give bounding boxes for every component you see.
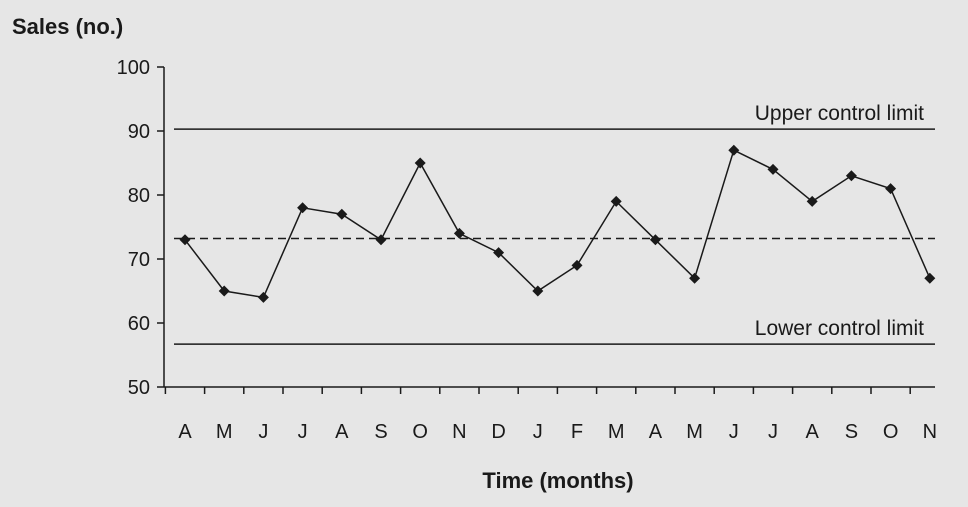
data-point-marker [179,234,191,246]
x-tick-label: O [412,421,428,443]
data-point-marker [453,227,465,239]
y-tick-label: 80 [128,185,150,207]
upper-control-limit-label: Upper control limit [755,102,924,125]
data-point-marker [924,272,936,284]
x-tick-label: M [686,421,703,443]
data-point-marker [571,259,583,271]
y-tick-label: 60 [128,313,150,335]
x-tick-label: J [533,421,543,443]
x-axis-label: Time (months) [482,468,633,493]
x-tick-label: J [729,421,739,443]
data-point-marker [649,234,661,246]
x-tick-label: O [883,421,899,443]
y-tick-label: 70 [128,249,150,271]
x-tick-label: N [452,421,466,443]
data-point-marker [767,163,779,175]
data-point-marker [414,157,426,169]
data-point-marker [493,247,505,259]
data-point-marker [532,285,544,297]
data-point-marker [257,291,269,303]
data-point-marker [218,285,230,297]
y-axis-label: Sales (no.) [12,14,123,39]
x-tick-label: F [571,421,583,443]
data-point-marker [728,144,740,156]
x-tick-label: J [768,421,778,443]
x-tick-label: A [335,421,349,443]
lower-control-limit-label: Lower control limit [755,317,924,340]
data-point-marker [806,195,818,207]
x-tick-label: D [491,421,505,443]
x-tick-label: M [216,421,233,443]
data-point-marker [610,195,622,207]
y-tick-label: 100 [117,57,150,79]
data-point-marker [885,183,897,195]
y-tick-label: 90 [128,121,150,143]
x-tick-label: A [649,421,663,443]
x-tick-label: M [608,421,625,443]
data-point-marker [336,208,348,220]
x-tick-label: S [374,421,387,443]
series-line [184,149,931,299]
data-point-marker [689,272,701,284]
x-tick-label: J [258,421,268,443]
y-tick-label: 50 [128,377,150,399]
x-tick-label: S [845,421,858,443]
x-tick-label: N [923,421,937,443]
x-tick-label: J [298,421,308,443]
x-tick-label: A [806,421,820,443]
data-point-marker [375,234,387,246]
x-tick-label: A [178,421,192,443]
data-point-marker [297,202,309,214]
data-point-marker [845,170,857,182]
